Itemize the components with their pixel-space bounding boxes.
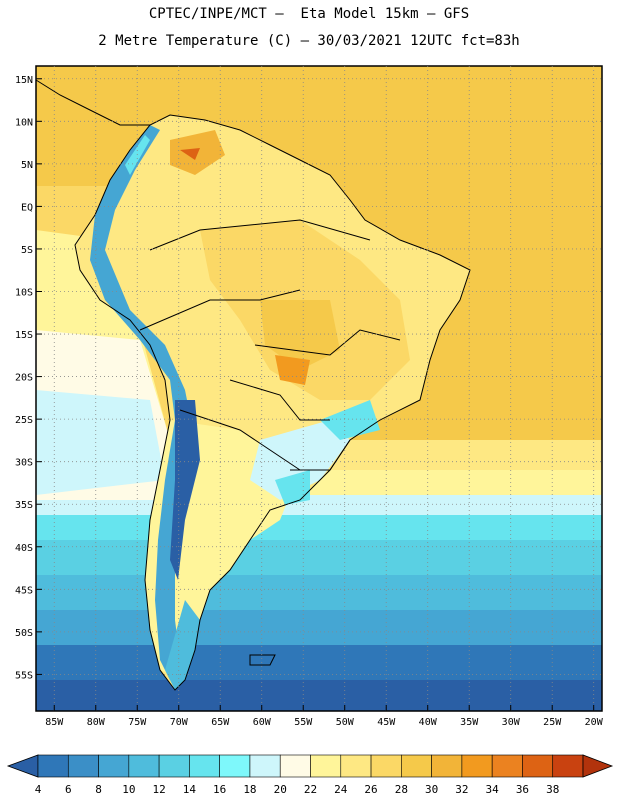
colorbar-arrow-right [582, 754, 614, 778]
lon-label: 85W [45, 717, 64, 728]
colorbar-swatch [401, 754, 432, 778]
colorbar-tick-label: 16 [213, 783, 226, 796]
map-frame [35, 65, 603, 712]
lat-label: 5S [21, 245, 33, 256]
colorbar-swatch [491, 754, 523, 778]
colorbar-swatch [340, 754, 372, 778]
lat-label: 5N [21, 160, 33, 171]
colorbar-tick-label: 12 [152, 783, 165, 796]
colorbar-swatch [128, 754, 160, 778]
colorbar-swatch [370, 754, 402, 778]
colorbar-tick-label: 14 [183, 783, 197, 796]
lon-label: 65W [211, 717, 230, 728]
latitude-labels: 15N 10N 5N EQ 5S 10S 15S 20S 25S 30S 35S 40S 45S 50S 5… [15, 75, 33, 682]
colorbar-tick-label: 34 [486, 783, 500, 796]
colorbar-tick-label: 28 [395, 783, 408, 796]
colorbar-tick-label: 30 [425, 783, 438, 796]
lat-label: 35S [15, 500, 33, 511]
lat-label: 20S [15, 373, 33, 384]
lon-label: 50W [336, 717, 355, 728]
lon-label: 25W [543, 717, 562, 728]
lat-label: 15S [15, 330, 33, 341]
colorbar-swatch [552, 754, 584, 778]
colorbar-tick-label: 6 [65, 783, 72, 796]
lon-label: 40W [419, 717, 438, 728]
lat-label: 10S [15, 287, 33, 298]
colorbar: 4 6 8 10 12 14 16 18 20 22 24 26 28 30 32 34 36 38 [6, 754, 614, 796]
colorbar-tick-label: 20 [274, 783, 287, 796]
colorbar-swatch [310, 754, 342, 778]
colorbar-swatch [431, 754, 463, 778]
temperature-field [36, 66, 602, 711]
lon-label: 55W [294, 717, 313, 728]
lat-label: 25S [15, 415, 33, 426]
lat-label: EQ [21, 202, 33, 213]
lat-label: 15N [15, 75, 33, 86]
lon-label: 60W [253, 717, 272, 728]
lat-label: 10N [15, 117, 33, 128]
colorbar-arrow-left [6, 754, 39, 778]
colorbar-swatch [461, 754, 493, 778]
lon-label: 45W [377, 717, 396, 728]
graticule [36, 66, 602, 711]
colorbar-swatch [67, 754, 99, 778]
lon-label: 75W [128, 717, 147, 728]
colorbar-tick-label: 32 [455, 783, 468, 796]
lon-label: 30W [502, 717, 521, 728]
colorbar-swatch [37, 754, 69, 778]
colorbar-swatch [98, 754, 130, 778]
lon-label: 35W [460, 717, 479, 728]
colorbar-swatch [189, 754, 220, 778]
colorbar-tick-label: 24 [334, 783, 348, 796]
map-title-line-1: CPTEC/INPE/MCT – Eta Model 15km – GFS [148, 6, 470, 22]
lon-label: 70W [170, 717, 189, 728]
colorbar-swatch [219, 754, 251, 778]
colorbar-swatch [279, 754, 311, 778]
colorbar-tick-label: 10 [122, 783, 135, 796]
colorbar-tick-label: 22 [304, 783, 317, 796]
lon-label: 80W [87, 717, 106, 728]
lat-label: 40S [15, 543, 33, 554]
map-title-line-2: 2 Metre Temperature (C) – 30/03/2021 12U… [98, 33, 520, 49]
lat-label: 45S [15, 585, 33, 596]
colorbar-tick-label: 38 [546, 783, 559, 796]
lon-label: 20W [585, 717, 604, 728]
colorbar-tick-label: 8 [95, 783, 102, 796]
colorbar-tick-label: 4 [35, 783, 42, 796]
colorbar-swatch [249, 754, 281, 778]
colorbar-swatch [158, 754, 190, 778]
longitude-labels: 85W 80W 75W 70W 65W 60W 55W 50W 45W 40W 35W 30W 25W 2… [45, 717, 603, 728]
lat-label: 50S [15, 628, 33, 639]
colorbar-tick-label: 18 [243, 783, 256, 796]
lat-label: 30S [15, 458, 33, 469]
lat-label: 55S [15, 670, 33, 681]
colorbar-tick-label: 26 [364, 783, 377, 796]
colorbar-tick-label: 36 [516, 783, 529, 796]
colorbar-swatch [522, 754, 554, 778]
